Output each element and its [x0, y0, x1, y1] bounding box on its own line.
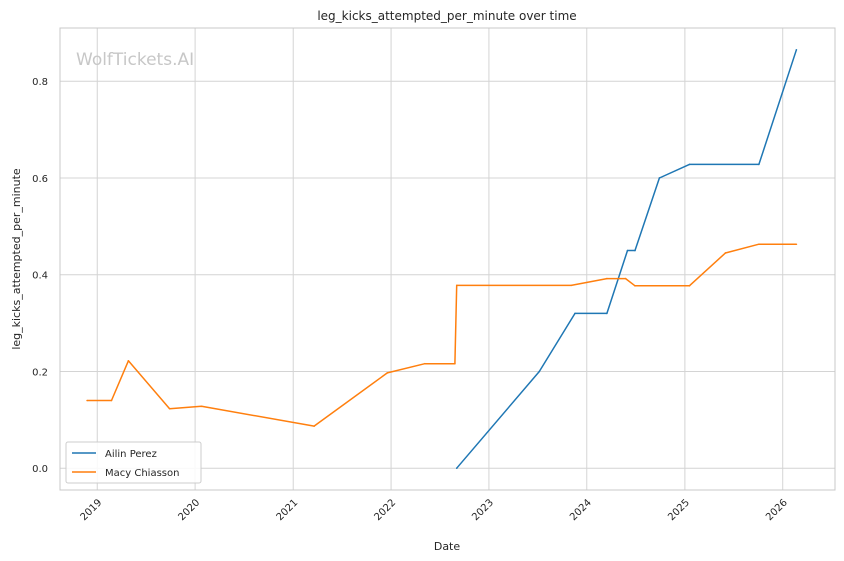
x-tick-label: 2021 — [275, 497, 301, 523]
legend: Ailin Perez Macy Chiasson — [65, 441, 202, 484]
watermark: WolfTickets.AI — [76, 50, 194, 70]
x-tick-label: 2020 — [176, 497, 202, 523]
y-tick-label: 0.4 — [32, 271, 48, 282]
data-point — [634, 249, 636, 252]
legend-label: Macy Chiasson — [105, 468, 179, 479]
data-point — [455, 284, 458, 287]
y-tick-label: 0.8 — [32, 77, 48, 88]
x-tick-label: 2024 — [568, 497, 594, 523]
data-point — [110, 399, 113, 402]
data-point — [795, 243, 798, 246]
legend-label: Ailin Perez — [105, 449, 157, 460]
data-point — [626, 249, 629, 252]
x-axis-label: Date — [434, 540, 461, 553]
data-point — [624, 277, 627, 280]
series-ailin-perez — [455, 48, 798, 470]
data-point — [634, 285, 636, 287]
data-point — [724, 252, 727, 254]
series-macy-chiasson — [86, 243, 798, 427]
x-tick-label: 2023 — [470, 497, 496, 523]
data-point — [758, 163, 760, 166]
data-point — [168, 407, 171, 410]
data-point — [538, 370, 541, 373]
data-point — [313, 425, 315, 427]
y-tick-label: 0.2 — [32, 367, 48, 378]
y-axis-ticks: 0.0 0.2 0.4 0.6 0.8 — [32, 77, 48, 475]
series-line — [87, 243, 797, 427]
x-tick-label: 2025 — [666, 497, 692, 523]
data-point — [606, 277, 608, 280]
x-tick-label: 2026 — [764, 497, 790, 523]
data-point — [574, 312, 576, 315]
y-axis-label: leg_kicks_attempted_per_minute — [10, 168, 23, 350]
series-layer — [86, 48, 798, 470]
data-point — [200, 405, 203, 408]
y-tick-label: 0.6 — [32, 174, 48, 185]
x-axis-ticks: 2019 2020 2021 2022 2023 2024 2025 2026 — [79, 497, 790, 523]
chart-title: leg_kicks_attempted_per_minute over time — [317, 9, 576, 23]
data-point — [386, 372, 389, 374]
legend-box — [65, 441, 202, 484]
x-tick-label: 2019 — [79, 497, 105, 523]
data-point — [758, 243, 760, 246]
data-point — [424, 362, 426, 365]
data-point — [455, 467, 458, 470]
data-point — [688, 163, 691, 166]
data-point — [658, 177, 661, 179]
series-line — [456, 49, 798, 469]
y-tick-label: 0.0 — [32, 464, 48, 475]
data-point — [86, 399, 88, 402]
grid-lines — [60, 28, 835, 490]
data-point — [688, 285, 691, 287]
data-point — [454, 362, 456, 365]
plot-frame — [59, 27, 836, 491]
data-point — [127, 360, 130, 362]
data-point — [795, 48, 798, 51]
data-point — [570, 284, 573, 287]
x-tick-label: 2022 — [372, 497, 398, 523]
data-point — [606, 312, 608, 315]
